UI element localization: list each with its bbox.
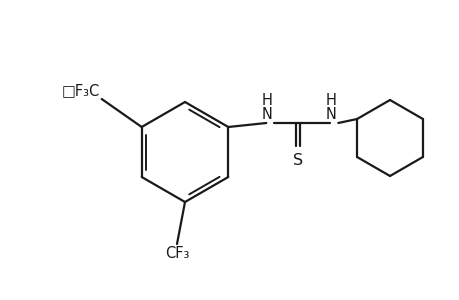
Text: CF₃: CF₃: [164, 246, 189, 261]
Text: S: S: [292, 153, 302, 168]
Text: H
N: H N: [325, 93, 336, 122]
Text: □F₃C: □F₃C: [62, 83, 100, 98]
Text: H
N: H N: [261, 93, 272, 122]
